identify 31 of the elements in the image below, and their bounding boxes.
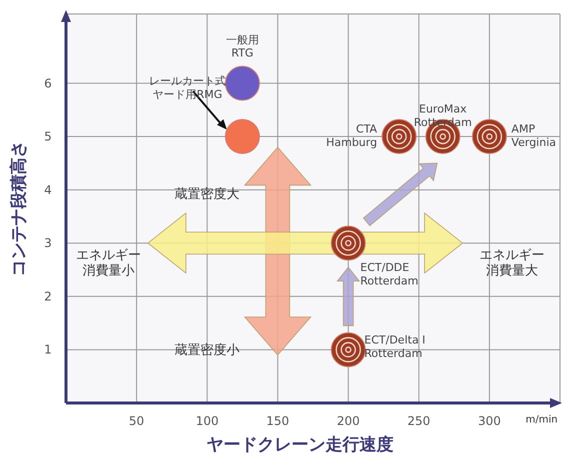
text: m/min [526,414,558,426]
x-tick-label: 250 [407,414,430,428]
point [330,226,366,261]
point [224,119,260,154]
y-tick-label: 5 [44,130,52,144]
point [382,119,417,154]
y-tick-label: 4 [44,182,52,197]
x-tick-label: 100 [196,414,219,428]
annotation: エネルギー消費量小 [76,248,141,279]
x-axis-title: ヤードクレーン走行速度 [206,435,394,455]
series-label: 一般用RTG [226,33,259,60]
y-tick-label: 6 [44,76,52,90]
y-tick-label: 2 [44,289,52,304]
series-label: ECT/DDE Rotterdam [360,261,418,288]
x-tick-label: 50 [128,414,144,428]
point [224,66,260,101]
point [330,332,366,368]
annotation: エネルギー消費量大 [480,248,545,279]
point [472,119,507,154]
series-label: CTA Hamburg [326,122,378,149]
annotation: 蔵置密度大 [174,186,240,202]
annotation: 蔵置密度小 [174,342,240,358]
y-axis-title: コンテナ段積高さ [9,140,29,276]
y-tick-label: 1 [44,342,52,357]
x-tick-label: 150 [266,414,290,428]
series-label: ECT/Delta I Rotterdam [364,334,426,360]
x-tick-label: 300 [478,414,501,428]
series-label: AMP Verginia [511,122,556,149]
x-tick-label: 200 [336,414,360,428]
y-tick-label: 3 [44,236,52,250]
text: レールカート式ヤード用RMG [148,74,226,101]
